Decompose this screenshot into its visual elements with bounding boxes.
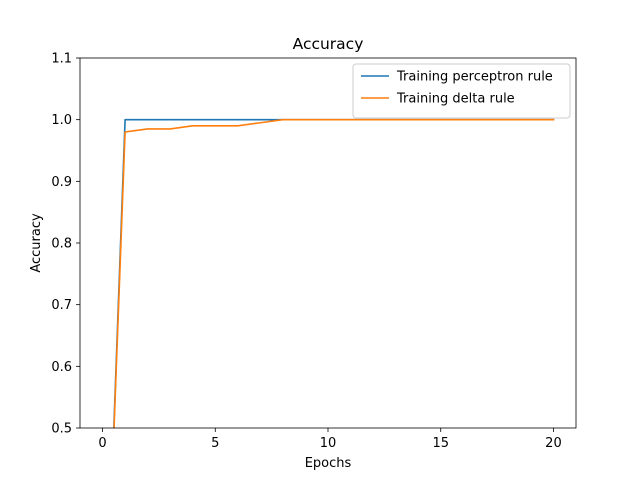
x-axis: 0 5 10 15 20: [98, 428, 562, 451]
x-tick-label: 20: [545, 436, 562, 451]
legend-box: [352, 63, 571, 119]
y-tick-label: 1.0: [51, 113, 72, 128]
y-tick-label: 0.9: [51, 175, 72, 190]
series-layer: [113, 118, 555, 428]
series-line-0: [113, 118, 555, 428]
y-axis: 0.5 0.6 0.7 0.8 0.9 1.0 1.1: [51, 52, 80, 437]
y-tick-label: 0.7: [51, 298, 72, 313]
x-tick-label: 0: [98, 436, 106, 451]
y-tick-label: 0.5: [51, 422, 72, 437]
x-tick-label: 15: [432, 436, 449, 451]
x-axis-label: Epochs: [305, 456, 352, 471]
x-tick-label: 10: [320, 436, 337, 451]
legend: Training perceptron rule Training delta r…: [352, 63, 571, 119]
series-line-1: [113, 118, 555, 428]
y-tick-label: 0.8: [51, 237, 72, 252]
legend-label-1: Training delta rule: [396, 92, 515, 107]
legend-label-0: Training perceptron rule: [396, 70, 553, 85]
y-tick-label: 1.1: [51, 52, 72, 67]
chart-title: Accuracy: [293, 35, 364, 53]
x-tick-label: 5: [211, 436, 219, 451]
y-tick-label: 0.6: [51, 360, 72, 375]
y-axis-label: Accuracy: [29, 213, 44, 273]
